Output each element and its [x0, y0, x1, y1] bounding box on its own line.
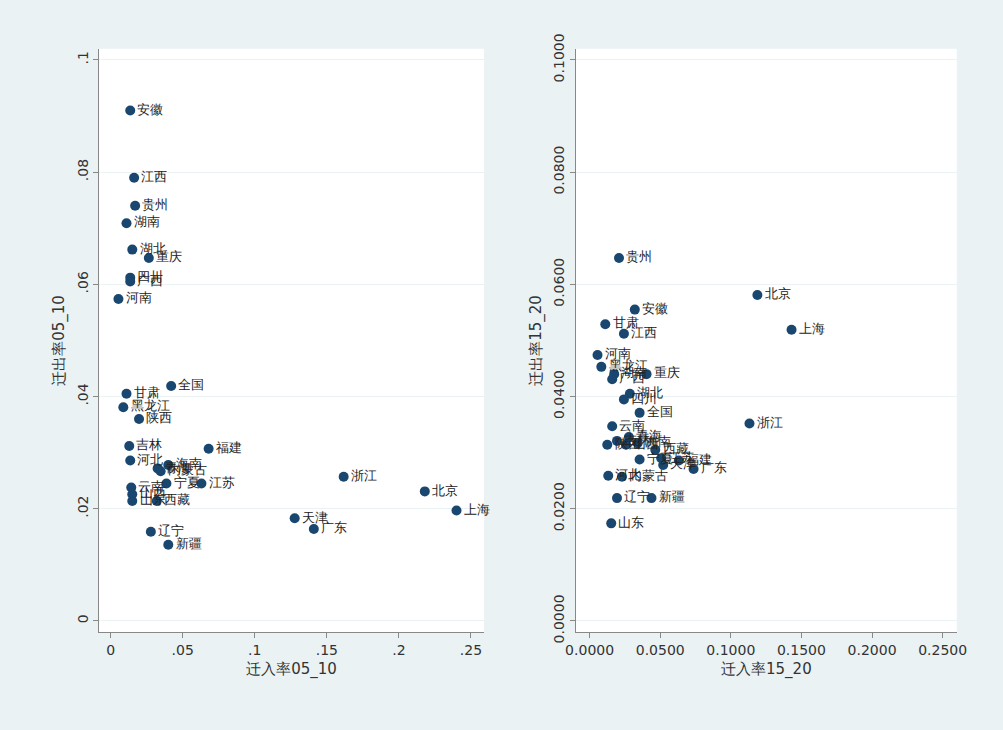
svg-text:0.2500: 0.2500	[918, 642, 967, 658]
svg-text:全国: 全国	[178, 377, 204, 392]
svg-text:.25: .25	[460, 642, 482, 658]
svg-text:0.0600: 0.0600	[551, 258, 567, 307]
svg-text:山东: 山东	[140, 492, 166, 507]
svg-text:迁入率15_20: 迁入率15_20	[721, 660, 812, 679]
svg-text:江苏: 江苏	[209, 475, 235, 490]
svg-text:陕西: 陕西	[146, 410, 172, 425]
svg-text:海南: 海南	[645, 434, 671, 449]
svg-text:北京: 北京	[765, 286, 791, 301]
svg-text:0.0500: 0.0500	[636, 642, 685, 658]
svg-text:0.1500: 0.1500	[777, 642, 826, 658]
svg-text:安徽: 安徽	[137, 102, 163, 117]
svg-text:内蒙古: 内蒙古	[629, 468, 668, 483]
svg-text:黑龙江: 黑龙江	[131, 398, 170, 413]
svg-text:安徽: 安徽	[642, 301, 668, 316]
svg-text:宁夏: 宁夏	[174, 475, 200, 490]
svg-text:浙江: 浙江	[351, 468, 377, 483]
svg-text:江苏: 江苏	[668, 450, 694, 465]
svg-text:天津: 天津	[670, 456, 696, 471]
svg-text:四川: 四川	[631, 391, 657, 406]
svg-text:上海: 上海	[799, 321, 825, 336]
svg-text:.1: .1	[248, 642, 261, 658]
svg-text:0.1000: 0.1000	[706, 642, 755, 658]
svg-text:广东: 广东	[701, 460, 727, 475]
svg-text:北京: 北京	[432, 483, 458, 498]
svg-text:贵州: 贵州	[626, 249, 652, 264]
svg-text:河北: 河北	[137, 452, 163, 467]
svg-text:上海: 上海	[464, 502, 490, 517]
svg-text:山东: 山东	[618, 515, 644, 530]
svg-text:江西: 江西	[141, 169, 167, 184]
svg-text:福建: 福建	[216, 440, 242, 455]
svg-text:0.0800: 0.0800	[551, 146, 567, 195]
svg-text:青海: 青海	[165, 460, 191, 475]
svg-text:.15: .15	[316, 642, 338, 658]
svg-text:.2: .2	[392, 642, 405, 658]
svg-text:新疆: 新疆	[659, 489, 685, 504]
svg-text:全国: 全国	[647, 404, 673, 419]
svg-text:.08: .08	[75, 159, 91, 181]
svg-text:广西: 广西	[137, 273, 163, 288]
svg-text:黑龙江: 黑龙江	[609, 358, 648, 373]
svg-text:0.1000: 0.1000	[551, 33, 567, 82]
svg-text:.02: .02	[75, 496, 91, 518]
svg-text:四川: 四川	[137, 269, 163, 284]
svg-text:福建: 福建	[686, 452, 712, 467]
svg-text:江西: 江西	[631, 325, 657, 340]
svg-text:.05: .05	[172, 642, 194, 658]
svg-text:西藏: 西藏	[663, 441, 689, 456]
svg-text:重庆: 重庆	[654, 365, 680, 380]
svg-text:0.0400: 0.0400	[551, 370, 567, 419]
svg-text:0: 0	[106, 642, 115, 658]
svg-text:海南: 海南	[176, 456, 202, 471]
svg-text:迁入率05_10: 迁入率05_10	[246, 660, 337, 679]
svg-text:湖南: 湖南	[134, 214, 160, 229]
svg-text:0: 0	[75, 614, 91, 623]
svg-text:湖北: 湖北	[140, 241, 166, 256]
svg-text:吉林: 吉林	[624, 432, 650, 447]
svg-text:山西: 山西	[633, 436, 659, 451]
svg-text:重庆: 重庆	[156, 249, 182, 264]
svg-text:浙江: 浙江	[757, 415, 783, 430]
svg-text:迁出率15_20: 迁出率15_20	[527, 295, 546, 386]
svg-text:.06: .06	[75, 271, 91, 293]
svg-text:山西: 山西	[140, 485, 166, 500]
svg-text:湖北: 湖北	[637, 385, 663, 400]
svg-text:河南: 河南	[605, 346, 631, 361]
svg-text:西藏: 西藏	[164, 492, 190, 507]
svg-text:0.0200: 0.0200	[551, 482, 567, 531]
svg-text:辽宁: 辽宁	[158, 523, 184, 538]
svg-text:河北: 河北	[616, 467, 642, 482]
svg-text:新疆: 新疆	[176, 536, 202, 551]
svg-text:内蒙古: 内蒙古	[168, 462, 207, 477]
svg-text:辽宁: 辽宁	[624, 489, 650, 504]
svg-text:广西: 广西	[619, 370, 645, 385]
svg-text:迁出率05_10: 迁出率05_10	[50, 295, 69, 386]
svg-text:0.2000: 0.2000	[848, 642, 897, 658]
svg-text:湖南: 湖南	[621, 365, 647, 380]
svg-text:陕西: 陕西	[615, 436, 641, 451]
svg-text:甘肃: 甘肃	[134, 385, 160, 400]
svg-text:青海: 青海	[636, 428, 662, 443]
svg-text:.1: .1	[75, 51, 91, 64]
svg-text:吉林: 吉林	[136, 437, 162, 452]
svg-text:0.0000: 0.0000	[565, 642, 614, 658]
svg-text:贵州: 贵州	[142, 197, 168, 212]
svg-text:云南: 云南	[139, 479, 165, 494]
svg-text:甘肃: 甘肃	[613, 315, 639, 330]
svg-text:宁夏: 宁夏	[647, 451, 673, 466]
svg-text:河南: 河南	[126, 290, 152, 305]
svg-text:.04: .04	[75, 383, 91, 405]
svg-text:云南: 云南	[619, 418, 645, 433]
svg-text:0.0000: 0.0000	[551, 594, 567, 643]
svg-text:广东: 广东	[321, 520, 347, 535]
svg-text:天津: 天津	[302, 510, 328, 525]
